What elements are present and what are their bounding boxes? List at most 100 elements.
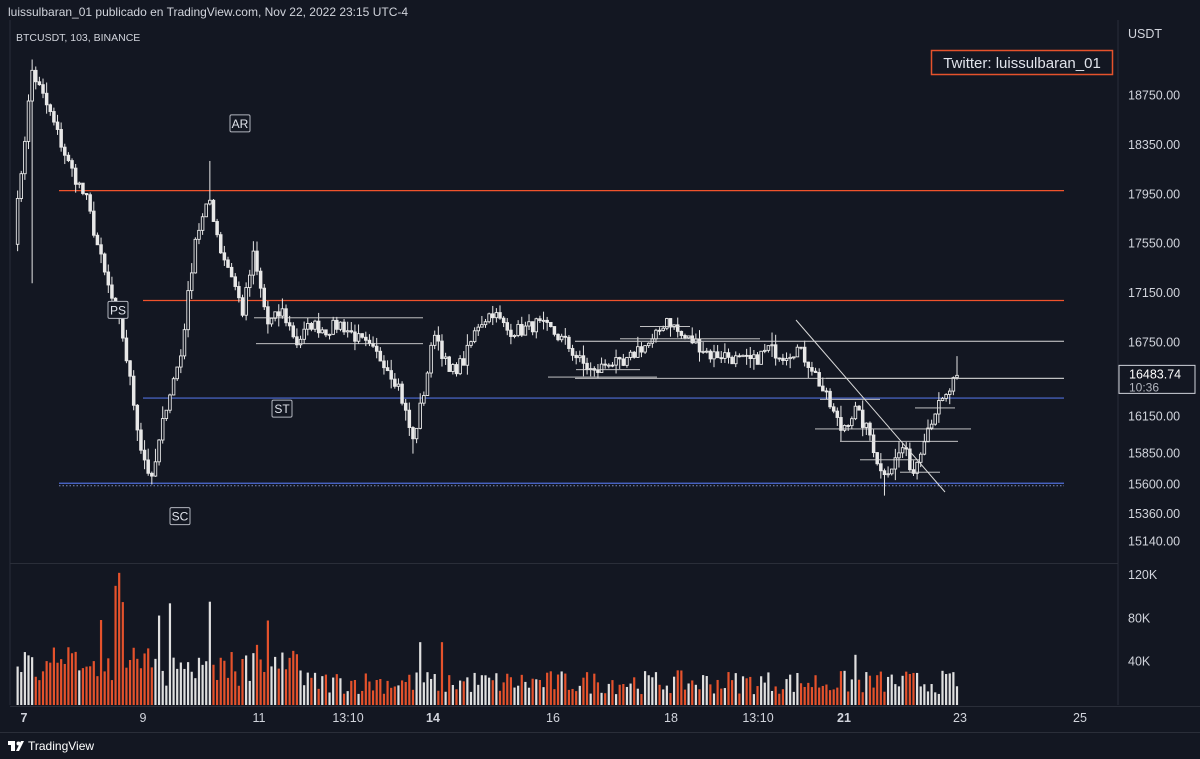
candle-body	[512, 334, 517, 337]
candle-up	[734, 351, 738, 368]
candle-down	[287, 315, 292, 331]
volume-bar	[676, 670, 679, 705]
volume-bar	[502, 682, 505, 705]
volume-bar	[821, 685, 824, 705]
candle-up	[414, 427, 419, 444]
candle-up	[313, 319, 317, 333]
candle-body	[77, 182, 82, 185]
candle-up	[704, 347, 709, 354]
candle-body	[570, 348, 575, 356]
annotation-sc[interactable]: SC	[169, 507, 191, 526]
trend-line[interactable]	[795, 319, 946, 493]
volume-bar	[629, 683, 632, 705]
candle-down	[806, 361, 811, 378]
candle-down	[552, 326, 557, 337]
volume-bar	[665, 685, 668, 705]
candle-body	[324, 329, 328, 336]
volume-bar	[99, 620, 103, 705]
candle-body	[240, 297, 245, 316]
candle-body	[396, 383, 401, 387]
candle-body	[708, 350, 713, 360]
candle-body	[520, 323, 524, 336]
candle-up	[933, 413, 937, 426]
candle-body	[784, 358, 789, 361]
volume-bar	[538, 680, 542, 705]
candle-body	[345, 330, 350, 333]
annotation-ps[interactable]: PS	[107, 300, 129, 319]
candle-down	[860, 400, 865, 437]
candle-body	[364, 336, 368, 341]
volume-bar	[749, 676, 752, 705]
volume-bar	[241, 658, 244, 705]
price-tick-label: 15140.00	[1128, 534, 1180, 548]
volume-bar	[886, 676, 890, 705]
candle-body	[915, 461, 919, 474]
current-price-value: 16483.74	[1129, 367, 1181, 381]
annotation-ar[interactable]: AR	[229, 114, 251, 133]
volume-bar	[607, 683, 610, 705]
volume-bar	[274, 656, 277, 705]
candle-down	[215, 218, 219, 238]
volume-bar	[125, 667, 128, 705]
candle-down	[549, 321, 553, 328]
volume-bar	[799, 683, 803, 705]
candle-down	[813, 367, 818, 374]
volume-bar	[636, 688, 639, 705]
tradingview-brand[interactable]: TradingView	[8, 739, 94, 753]
annotation-st[interactable]: ST	[271, 399, 293, 418]
volume-bar	[328, 692, 331, 705]
candle-body	[63, 146, 67, 156]
candle-body	[258, 270, 263, 289]
time-tick-label: 7	[21, 711, 28, 725]
candle-body	[748, 354, 753, 360]
volume-bar	[952, 672, 955, 705]
candle-body	[291, 325, 296, 338]
candle-up	[168, 393, 172, 414]
volume-bar	[364, 673, 367, 705]
volume-bar	[255, 644, 259, 705]
volume-bar	[673, 676, 676, 705]
candle-down	[835, 407, 840, 426]
candle-body	[280, 308, 285, 317]
candle-down	[911, 460, 916, 476]
candle-body	[476, 326, 480, 332]
candle-up	[327, 333, 332, 340]
candle-up	[951, 376, 956, 396]
volume-bar	[734, 673, 737, 705]
candle-body	[349, 330, 354, 333]
candle-body	[298, 338, 303, 346]
candle-body	[509, 329, 513, 337]
candle-body	[763, 349, 767, 352]
candle-body	[871, 434, 876, 454]
volume-bar	[585, 672, 589, 705]
volume-bar	[934, 692, 937, 705]
volume-bar	[292, 650, 295, 705]
volume-bar	[397, 685, 400, 705]
candle-up	[331, 316, 335, 336]
volume-bar	[480, 675, 483, 705]
candle-body	[661, 327, 665, 331]
volume-bar	[589, 693, 592, 705]
candle-body	[55, 121, 60, 130]
candle-body	[34, 69, 38, 83]
candle-body	[425, 372, 430, 396]
volume-bar	[879, 671, 882, 705]
watermark-box	[930, 49, 1114, 76]
candle-body	[447, 356, 451, 372]
logo-slash	[16, 741, 24, 751]
candle-down	[675, 317, 680, 338]
candle-up	[929, 419, 934, 431]
candle-body	[335, 319, 339, 330]
candle-body	[229, 266, 234, 278]
candle-body	[472, 330, 477, 343]
candle-body	[889, 468, 894, 475]
candle-down	[726, 348, 731, 364]
candle-body	[799, 346, 803, 349]
bar-countdown: 10:36	[1129, 380, 1159, 394]
candle-down	[574, 351, 578, 365]
volume-bar	[448, 675, 451, 705]
volume-bar	[147, 648, 150, 705]
volume-bar	[513, 687, 516, 705]
candle-down	[73, 164, 78, 193]
